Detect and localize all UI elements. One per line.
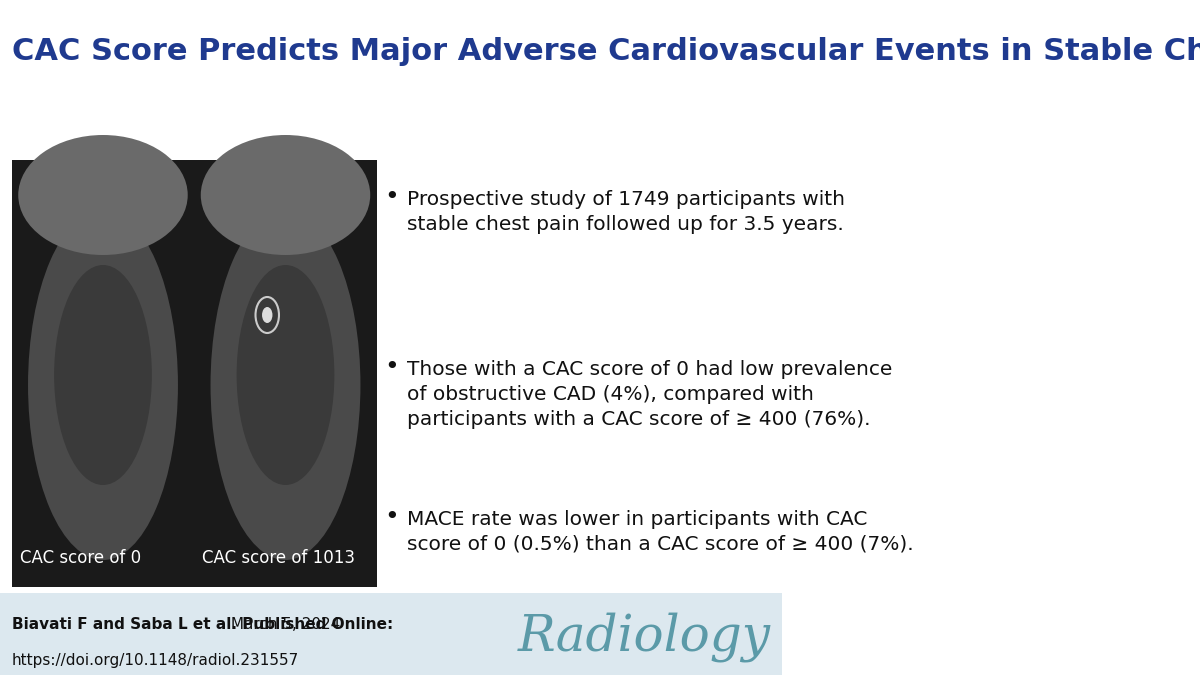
Text: https://doi.org/10.1148/radiol.231557: https://doi.org/10.1148/radiol.231557 <box>12 653 299 668</box>
FancyBboxPatch shape <box>194 160 377 587</box>
FancyBboxPatch shape <box>12 160 194 587</box>
Text: Prospective study of 1749 participants with
stable chest pain followed up for 3.: Prospective study of 1749 participants w… <box>407 190 845 234</box>
Ellipse shape <box>210 210 360 560</box>
Text: •: • <box>384 185 400 209</box>
Text: Biavati F and Saba L et al. Published Online:: Biavati F and Saba L et al. Published On… <box>12 617 392 632</box>
Text: MACE rate was lower in participants with CAC
score of 0 (0.5%) than a CAC score : MACE rate was lower in participants with… <box>407 510 914 554</box>
Text: •: • <box>384 355 400 379</box>
Ellipse shape <box>200 135 371 255</box>
FancyBboxPatch shape <box>0 593 782 675</box>
Text: CAC Score Predicts Major Adverse Cardiovascular Events in Stable Chest Pain: CAC Score Predicts Major Adverse Cardiov… <box>12 37 1200 66</box>
Text: March 5, 2024: March 5, 2024 <box>226 617 340 632</box>
Text: Radiology: Radiology <box>517 612 770 662</box>
Ellipse shape <box>18 135 187 255</box>
Circle shape <box>262 307 272 323</box>
Text: Those with a CAC score of 0 had low prevalence
of obstructive CAD (4%), compared: Those with a CAC score of 0 had low prev… <box>407 360 893 429</box>
Text: CAC score of 0: CAC score of 0 <box>19 549 140 567</box>
Ellipse shape <box>54 265 152 485</box>
Text: •: • <box>384 505 400 529</box>
Ellipse shape <box>236 265 335 485</box>
Ellipse shape <box>28 210 178 560</box>
Text: CAC score of 1013: CAC score of 1013 <box>202 549 355 567</box>
